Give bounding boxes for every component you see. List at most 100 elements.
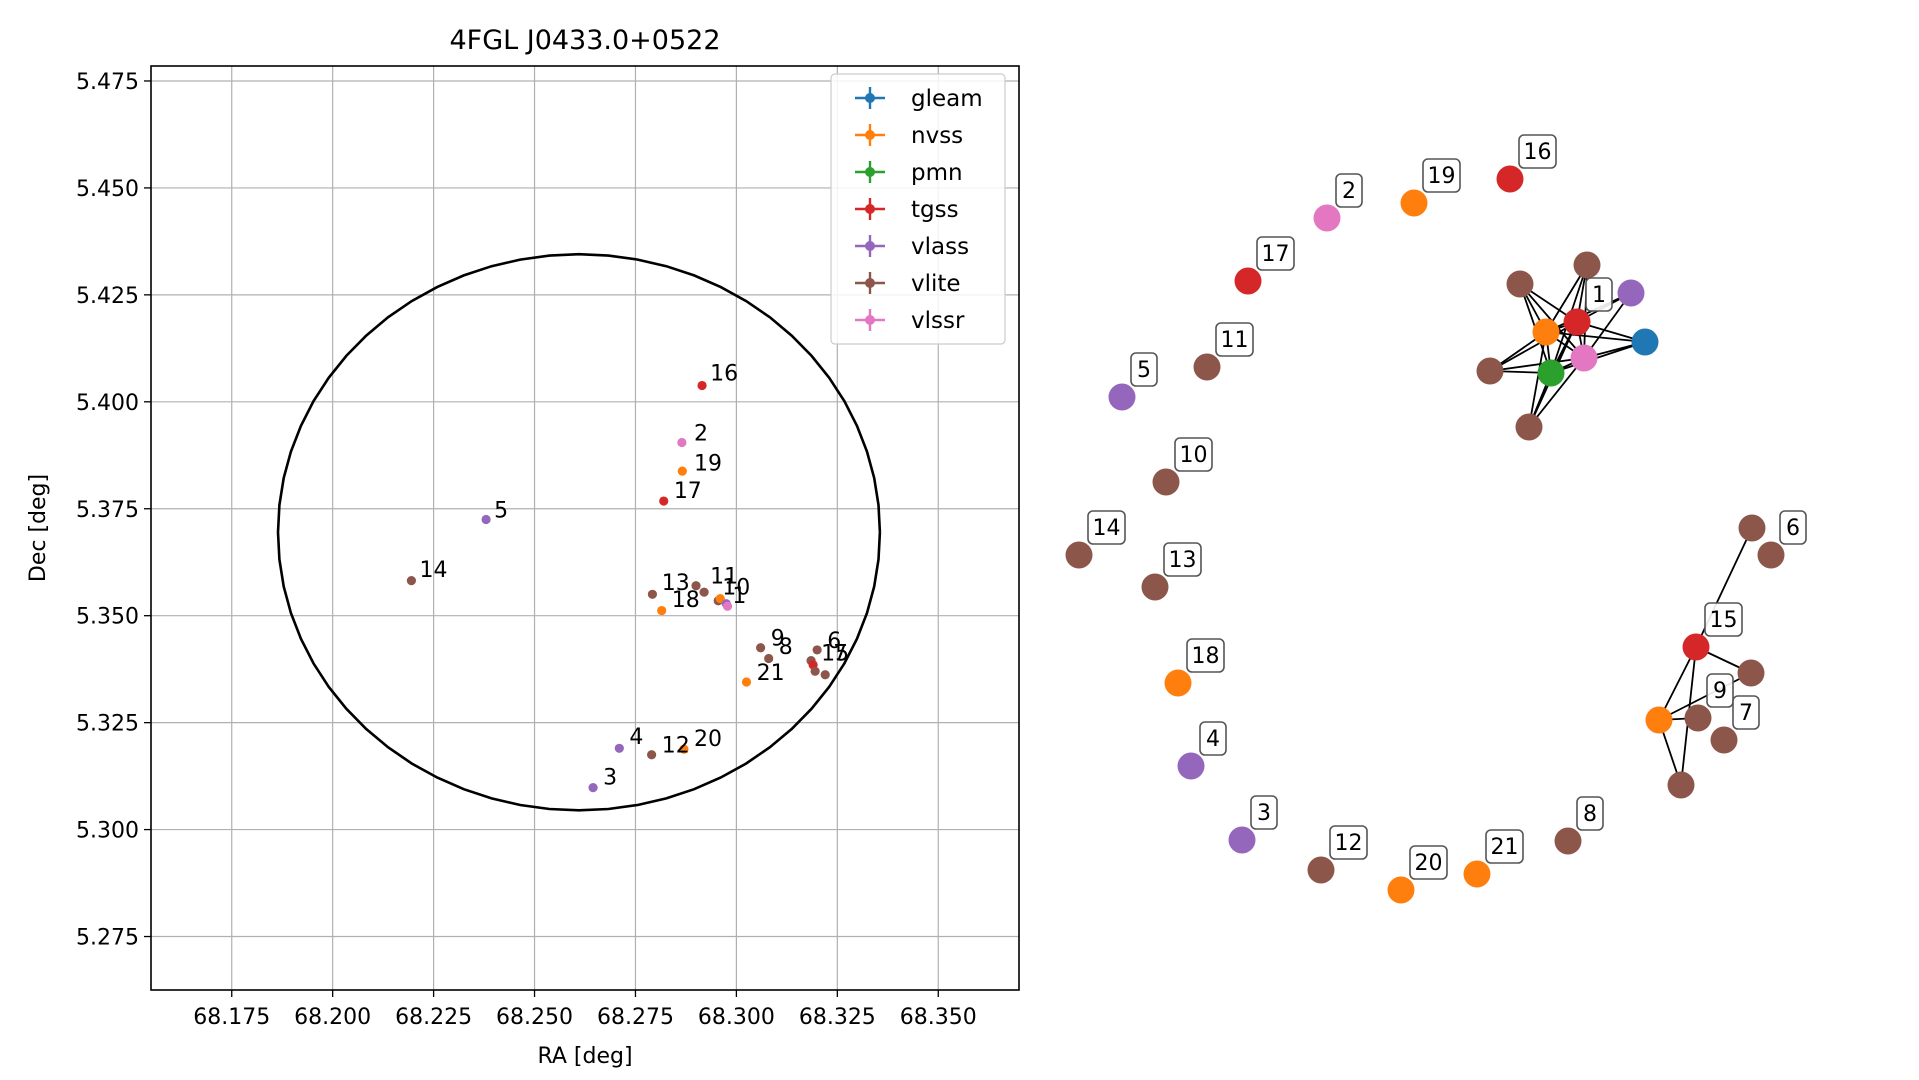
y-tick-label: 5.275 — [76, 926, 139, 951]
data-point-vlite — [699, 587, 709, 597]
network-edge — [1550, 341, 1646, 374]
node-label-box: 6 — [1779, 510, 1807, 545]
network-node-vlite — [1737, 659, 1765, 687]
legend-label: nvss — [911, 123, 963, 149]
point-annotation: 11 — [710, 565, 738, 590]
network-node-pmn — [1537, 359, 1565, 387]
node-label-box: 12 — [1329, 825, 1368, 860]
point-annotation: 5 — [494, 498, 508, 523]
chart-title: 4FGL J0433.0+0522 — [449, 25, 720, 56]
node-label-text: 12 — [1335, 831, 1363, 856]
network-node-vlite — [1757, 541, 1785, 569]
data-point-vlssr — [722, 601, 733, 611]
node-label-text: 21 — [1491, 835, 1519, 860]
y-tick-label: 5.375 — [76, 498, 139, 523]
point-annotation: 8 — [779, 635, 793, 660]
data-point-vlite — [647, 589, 658, 599]
y-tick-label: 5.425 — [76, 284, 139, 309]
point-annotation: 19 — [694, 451, 722, 476]
network-node-vlite — [1515, 413, 1543, 441]
node-label-frame — [1215, 322, 1254, 357]
node-label-frame — [1706, 673, 1734, 708]
x-tick-label: 68.350 — [900, 1005, 977, 1030]
legend-entry-vlssr: vlssr — [855, 308, 965, 334]
node-label-box: 5 — [1130, 352, 1158, 387]
x-tick-label: 68.200 — [294, 1005, 371, 1030]
data-point-vlite — [820, 670, 830, 680]
point-annotation: 4 — [629, 725, 643, 750]
node-label-box: 14 — [1087, 510, 1126, 545]
legend-label: tgss — [911, 197, 959, 223]
y-tick-label: 5.350 — [76, 605, 139, 630]
node-label-frame — [1585, 277, 1613, 312]
legend-marker-dot — [865, 315, 875, 325]
point-annotation: 12 — [662, 734, 690, 759]
legend-label: vlssr — [911, 308, 965, 334]
node-label-frame — [1485, 829, 1524, 864]
data-point-nvss — [715, 593, 725, 604]
x-tick-label: 68.275 — [597, 1005, 674, 1030]
legend-label: gleam — [911, 86, 983, 112]
node-label-box: 13 — [1163, 542, 1202, 577]
node-label-text: 9 — [1713, 679, 1727, 704]
point-annotation: 9 — [771, 627, 785, 652]
node-label-box: 10 — [1174, 437, 1213, 472]
legend-entry-vlass: vlass — [855, 234, 969, 260]
x-tick-label: 68.300 — [698, 1005, 775, 1030]
data-point-tgss — [697, 380, 707, 391]
data-point-tgss — [659, 496, 669, 506]
y-axis-ticks: 5.275 5.300 5.325 5.350 5.375 5.400 5.425 5.450… — [76, 70, 151, 951]
node-label-frame — [1256, 236, 1295, 271]
x-axis-label: RA [deg] — [537, 1044, 632, 1069]
data-point-vlite — [812, 645, 822, 655]
legend-entry-nvss: nvss — [855, 123, 963, 149]
node-label-box: 11 — [1215, 322, 1254, 357]
network-edge — [1489, 357, 1585, 372]
network-node-vlite — [1667, 771, 1695, 799]
node-label-box: 9 — [1706, 673, 1734, 708]
node-label-box: 18 — [1186, 638, 1225, 673]
legend-marker-dot — [865, 204, 875, 214]
point-annotation: 13 — [662, 571, 690, 596]
network-panel: 1 16 19 2 17 11 5 10 14 13 18 4 3 12 20 21 8 6 15 97 — [1065, 134, 1807, 904]
node-label-text: 18 — [1192, 644, 1220, 669]
point-annotation: 1 — [732, 584, 746, 609]
point-annotation: 3 — [603, 766, 617, 791]
search-radius-circle-path — [276, 252, 882, 812]
legend-marker-dot — [865, 130, 875, 140]
data-point-nvss — [679, 744, 689, 754]
legend-entry-pmn: pmn — [855, 160, 963, 186]
node-label-frame — [1732, 695, 1760, 730]
plot-frame — [150, 65, 1020, 991]
data-point-vlite — [810, 666, 820, 676]
node-label-frame — [1087, 510, 1126, 545]
x-tick-label: 68.250 — [496, 1005, 573, 1030]
node-label-box: 3 — [1250, 795, 1278, 830]
node-label-text: 13 — [1169, 548, 1197, 573]
network-node-vlite — [1476, 357, 1504, 385]
legend: gleam nvss pmn tgss vlass vlite vlssr — [830, 73, 1006, 345]
node-label-frame — [1335, 173, 1363, 208]
network-node-tgss — [1234, 267, 1262, 295]
network-node-vlite — [1307, 856, 1335, 884]
node-label-text: 10 — [1180, 443, 1208, 468]
network-node-nvss — [1532, 318, 1560, 346]
point-annotation: 20 — [694, 727, 722, 752]
node-label-box: 21 — [1485, 829, 1524, 864]
node-label-frame — [1174, 437, 1213, 472]
network-node-nvss — [1387, 876, 1415, 904]
node-label-frame — [1186, 638, 1225, 673]
node-label-text: 8 — [1583, 802, 1597, 827]
node-label-text: 16 — [1524, 140, 1552, 165]
node-label-frame — [1163, 542, 1202, 577]
network-node-vlite — [1193, 353, 1221, 381]
legend-label: vlite — [911, 271, 961, 297]
network-node-vlssr — [1313, 204, 1341, 232]
legend-marker-dot — [865, 93, 875, 103]
node-label-text: 11 — [1221, 328, 1249, 353]
network-node-nvss — [1645, 706, 1673, 734]
node-label-box: 7 — [1732, 695, 1760, 730]
network-node-vlite — [1065, 541, 1093, 569]
legend-marker-dot — [865, 241, 875, 251]
